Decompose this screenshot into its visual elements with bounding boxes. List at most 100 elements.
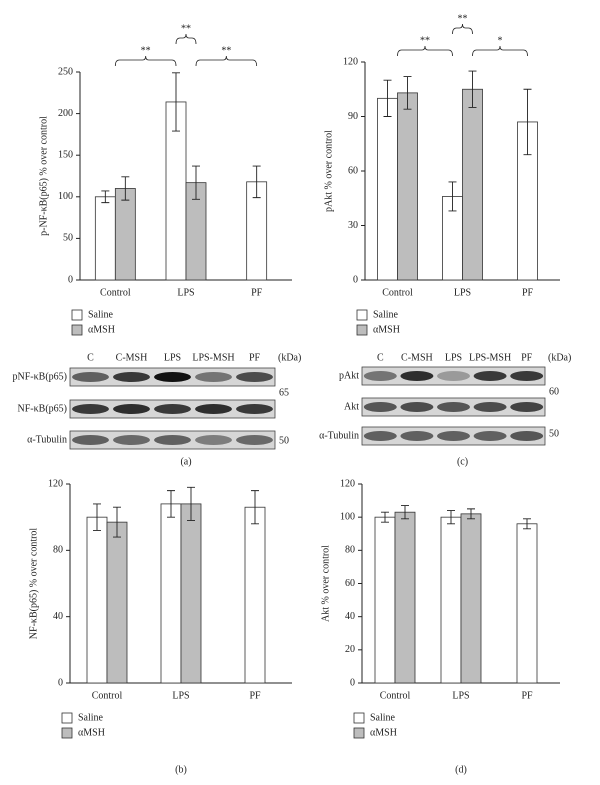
blot-band xyxy=(473,371,507,381)
error-bar xyxy=(383,79,392,117)
bar xyxy=(377,97,398,281)
y-tick-label: 0 xyxy=(58,677,63,688)
blot-band xyxy=(113,372,150,382)
blot-band xyxy=(72,404,109,414)
y-tick-label: 50 xyxy=(63,233,73,244)
y-tick-label: 80 xyxy=(345,545,355,556)
significance-label: ** xyxy=(141,45,151,56)
x-tick-label: Control xyxy=(92,690,123,701)
legend-label: αMSH xyxy=(88,324,115,335)
y-tick-label: 40 xyxy=(53,611,63,622)
blot-band xyxy=(400,402,434,412)
x-tick-label: PF xyxy=(522,287,534,298)
significance-label: ** xyxy=(420,35,430,46)
error-bar xyxy=(403,76,412,110)
blot-band xyxy=(72,435,109,445)
legend-swatch xyxy=(61,712,73,724)
error-bar xyxy=(251,490,259,525)
x-tick-label: LPS xyxy=(177,287,194,298)
significance-bracket xyxy=(397,45,453,57)
y-axis-label: NF-κB(p65) % over control xyxy=(28,528,39,640)
y-axis-label: Akt % over control xyxy=(320,545,331,622)
bar xyxy=(394,511,416,684)
y-tick-label: 0 xyxy=(350,677,355,688)
significance-bracket xyxy=(175,33,197,45)
error-bar xyxy=(113,506,121,538)
y-tick-label: 250 xyxy=(58,66,73,77)
legend-label: αMSH xyxy=(373,324,400,335)
blot-unit: (kDa) xyxy=(278,352,301,363)
error-bar xyxy=(448,181,457,212)
bar xyxy=(86,516,108,684)
legend-label: Saline xyxy=(370,712,396,723)
legend-label: Saline xyxy=(373,309,399,320)
blot-band xyxy=(363,431,397,441)
bar xyxy=(244,506,266,684)
x-tick-label: Control xyxy=(380,690,411,701)
blot-unit: (kDa) xyxy=(548,352,571,363)
bar xyxy=(94,196,116,281)
blot-row-label: pNF-κB(p65) xyxy=(13,371,67,382)
bar xyxy=(440,516,462,684)
error-bar xyxy=(192,165,200,200)
blot-band xyxy=(510,371,544,381)
blot-band xyxy=(510,431,544,441)
significance-label: ** xyxy=(458,13,468,24)
y-tick-label: 80 xyxy=(53,545,63,556)
error-bar xyxy=(101,190,110,204)
x-tick-label: PF xyxy=(521,690,533,701)
blot-band xyxy=(154,372,191,382)
bar xyxy=(516,523,538,684)
panel-label: (b) xyxy=(175,764,187,775)
blot-band xyxy=(195,372,232,382)
legend-label: Saline xyxy=(88,309,114,320)
error-bar xyxy=(523,88,532,156)
error-bar xyxy=(121,176,130,201)
error-bar xyxy=(468,70,477,108)
significance-bracket xyxy=(114,55,177,67)
error-bar xyxy=(172,72,180,132)
y-tick-label: 20 xyxy=(345,644,355,655)
blot-band xyxy=(510,402,544,412)
lane-label: LPS xyxy=(164,352,181,363)
y-tick-label: 60 xyxy=(348,165,358,176)
error-bar xyxy=(187,486,195,521)
lane-label: C xyxy=(87,352,94,363)
blot-row-label: Akt xyxy=(344,401,359,412)
blot-row-label: α-Tubulin xyxy=(319,430,359,441)
legend-swatch xyxy=(356,309,368,321)
significance-label: ** xyxy=(221,45,231,56)
panel-label: (c) xyxy=(457,456,468,467)
lane-label: PF xyxy=(521,352,533,363)
error-bar xyxy=(467,508,475,520)
bar xyxy=(114,188,136,281)
significance-bracket xyxy=(195,55,258,67)
error-bar xyxy=(252,165,261,199)
x-tick-label: Control xyxy=(100,287,131,298)
blot-row-label: NF-κB(p65) xyxy=(18,403,67,414)
y-tick-label: 60 xyxy=(345,578,355,589)
y-tick-label: 120 xyxy=(340,478,355,489)
blot-band xyxy=(195,435,232,445)
blot-band xyxy=(437,371,470,381)
blot-band xyxy=(154,404,191,414)
legend-label: αMSH xyxy=(78,727,105,738)
y-tick-label: 100 xyxy=(58,191,73,202)
panel-label: (a) xyxy=(180,456,191,467)
bar xyxy=(397,92,418,281)
legend-swatch xyxy=(353,712,365,724)
y-tick-label: 0 xyxy=(68,274,73,285)
blot-band xyxy=(363,371,397,381)
kda-marker: 60 xyxy=(549,386,559,397)
blot-band xyxy=(400,371,434,381)
x-tick-label: LPS xyxy=(172,690,189,701)
panel-label: (d) xyxy=(455,764,467,775)
legend-swatch xyxy=(61,727,73,739)
blot-band xyxy=(400,431,434,441)
significance-label: ** xyxy=(181,23,191,34)
blot-band xyxy=(363,402,397,412)
legend-swatch xyxy=(356,324,368,336)
bar xyxy=(160,503,182,684)
bar xyxy=(374,516,396,684)
